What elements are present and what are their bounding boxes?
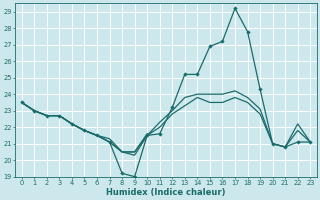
X-axis label: Humidex (Indice chaleur): Humidex (Indice chaleur) bbox=[106, 188, 226, 197]
